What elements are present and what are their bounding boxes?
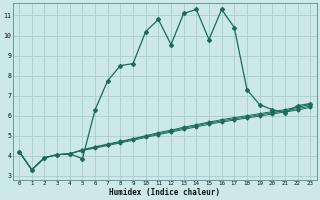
X-axis label: Humidex (Indice chaleur): Humidex (Indice chaleur) xyxy=(109,188,220,197)
